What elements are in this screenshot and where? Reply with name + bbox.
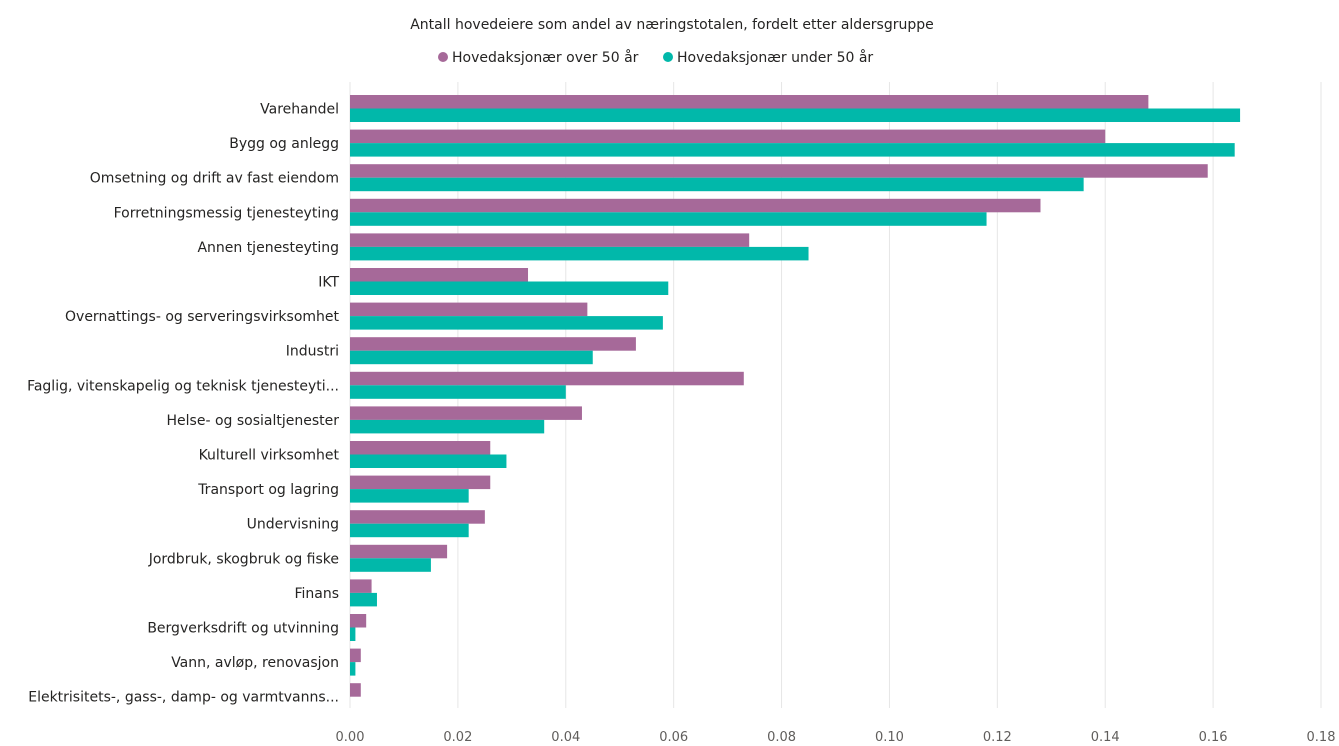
bar-over-50[interactable] <box>350 129 1106 144</box>
legend-label: Hovedaksjonær under 50 år <box>677 49 873 66</box>
x-tick-label: 0.04 <box>551 730 580 745</box>
x-tick-label: 0.18 <box>1307 730 1336 745</box>
category-label: Finans <box>294 586 339 602</box>
category-label: Bygg og anlegg <box>229 136 339 152</box>
category-label: Annen tjenesteyting <box>197 240 339 256</box>
bar-over-50[interactable] <box>350 510 485 524</box>
bar-over-50[interactable] <box>350 198 1041 213</box>
category-label: Transport og lagring <box>197 482 339 498</box>
category-label: Kulturell virksomhet <box>199 448 340 464</box>
bar-over-50[interactable] <box>350 614 367 628</box>
x-tick-label: 0.06 <box>659 730 688 745</box>
bar-under-50[interactable] <box>350 385 566 399</box>
category-label: Bergverksdrift og utvinning <box>147 621 339 637</box>
bar-under-50[interactable] <box>350 212 987 226</box>
x-tick-label: 0.02 <box>443 730 472 745</box>
bar-over-50[interactable] <box>350 579 372 593</box>
bar-over-50[interactable] <box>350 475 491 490</box>
bar-under-50[interactable] <box>350 108 1241 123</box>
bar-under-50[interactable] <box>350 316 663 330</box>
legend-label: Hovedaksjonær over 50 år <box>452 49 639 66</box>
bar-under-50[interactable] <box>350 558 431 572</box>
bar-over-50[interactable] <box>350 233 750 247</box>
x-tick-label: 0.10 <box>875 730 904 745</box>
x-tick-label: 0.12 <box>983 730 1012 745</box>
bar-under-50[interactable] <box>350 662 356 676</box>
bar-under-50[interactable] <box>350 177 1084 192</box>
bar-over-50[interactable] <box>350 95 1149 109</box>
x-axis-tick-labels: 0.00 0.02 0.04 0.06 0.08 0.10 0.12 0.14 0.16 0.18 <box>336 730 1336 745</box>
bar-over-50[interactable] <box>350 337 636 351</box>
bar-under-50[interactable] <box>350 281 669 296</box>
bar-under-50[interactable] <box>350 454 507 469</box>
bar-over-50[interactable] <box>350 441 491 455</box>
category-label: Elektrisitets-, gass-, damp- og varmtvan… <box>28 690 339 706</box>
bar-over-50[interactable] <box>350 371 744 386</box>
category-label: Forretningsmessig tjenesteyting <box>114 205 339 221</box>
legend-marker <box>663 52 673 62</box>
bar-over-50[interactable] <box>350 164 1208 178</box>
category-label: IKT <box>318 275 339 291</box>
bar-under-50[interactable] <box>350 627 356 642</box>
bar-over-50[interactable] <box>350 406 582 420</box>
x-tick-label: 0.14 <box>1091 730 1120 745</box>
bar-over-50[interactable] <box>350 302 588 317</box>
legend-marker <box>438 52 448 62</box>
legend[interactable]: Hovedaksjonær over 50 år Hovedaksjonær un… <box>438 49 873 66</box>
bar-under-50[interactable] <box>350 489 469 503</box>
bar-over-50[interactable] <box>350 683 361 697</box>
category-label: Jordbruk, skogbruk og fiske <box>148 551 339 567</box>
x-tick-label: 0.08 <box>767 730 796 745</box>
bar-under-50[interactable] <box>350 419 545 434</box>
x-tick-label: 0.16 <box>1199 730 1228 745</box>
category-label: Vann, avløp, renovasjon <box>171 655 339 671</box>
category-label: Helse- og sosialtjenester <box>167 413 340 429</box>
bar-under-50[interactable] <box>350 246 809 261</box>
bar-under-50[interactable] <box>350 350 593 365</box>
chart-title: Antall hovedeiere som andel av næringsto… <box>410 17 934 33</box>
bar-over-50[interactable] <box>350 544 448 559</box>
bar-under-50[interactable] <box>350 523 469 538</box>
bar-under-50[interactable] <box>350 592 377 607</box>
bar-over-50[interactable] <box>350 648 361 663</box>
bar-over-50[interactable] <box>350 268 529 282</box>
bar-under-50[interactable] <box>350 143 1235 157</box>
category-label: Varehandel <box>260 102 339 118</box>
category-label: Undervisning <box>247 517 339 533</box>
category-label: Industri <box>286 344 339 360</box>
bars <box>350 95 1241 697</box>
category-label: Faglig, vitenskapelig og teknisk tjenest… <box>27 378 339 394</box>
category-label: Omsetning og drift av fast eiendom <box>90 171 339 187</box>
category-labels: Varehandel Bygg og anlegg Omsetning og dri… <box>27 102 339 706</box>
category-label: Overnattings- og serveringsvirksomhet <box>65 309 339 325</box>
x-tick-label: 0.00 <box>336 730 365 745</box>
